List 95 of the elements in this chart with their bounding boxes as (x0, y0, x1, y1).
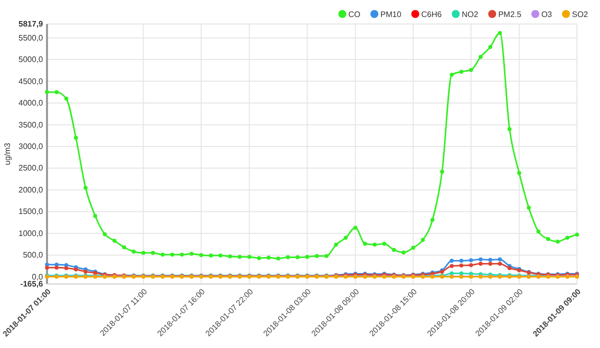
point (526, 206, 531, 210)
y-tick-label: 3000,0 (18, 142, 44, 152)
point (508, 266, 512, 270)
point (498, 262, 502, 266)
point (402, 250, 406, 254)
point (488, 262, 492, 266)
y-tick-label: 5000,0 (18, 55, 44, 64)
point (74, 136, 78, 140)
point (469, 68, 473, 72)
y-axis-title: ug/m3 (3, 142, 12, 166)
point (498, 31, 502, 36)
point (459, 258, 464, 263)
point (469, 263, 473, 268)
point (517, 170, 522, 175)
point (132, 250, 136, 254)
point (141, 250, 146, 255)
point (478, 54, 483, 59)
point (478, 262, 483, 266)
point (228, 254, 232, 258)
point (45, 90, 49, 94)
y-tick-label: 5817,9 (18, 20, 44, 29)
point (411, 246, 416, 250)
point (440, 170, 444, 174)
point (247, 254, 252, 259)
point (314, 254, 319, 258)
point (160, 252, 165, 257)
legend-label: PM10 (380, 10, 402, 19)
y-tick-label: 2000,0 (18, 185, 44, 194)
point (54, 266, 59, 270)
point (64, 266, 68, 270)
point (180, 252, 184, 257)
point (122, 245, 126, 250)
point (565, 236, 570, 240)
point (112, 238, 116, 243)
y-tick-label: 0,0 (32, 272, 44, 282)
point (372, 242, 377, 247)
point (344, 236, 348, 240)
point (84, 270, 88, 274)
point (575, 232, 579, 237)
point (64, 96, 68, 101)
y-tick-label: 5500,0 (18, 33, 44, 42)
point (199, 253, 204, 258)
point (488, 44, 492, 49)
point (305, 254, 310, 259)
point (450, 72, 454, 77)
point (45, 266, 49, 270)
point (257, 256, 261, 260)
point (208, 254, 213, 258)
y-tick-label: 500,0 (22, 250, 44, 260)
point (478, 257, 483, 262)
legend-label: NO2 (462, 10, 479, 19)
point (508, 127, 512, 132)
legend-label: PM2.5 (498, 10, 522, 19)
legend-label: O3 (541, 10, 553, 19)
point (296, 255, 300, 260)
point (459, 70, 464, 74)
y-tick-label: -165,6 (20, 280, 44, 289)
legend-label: CO (348, 10, 360, 19)
point (450, 258, 454, 263)
point (556, 240, 560, 244)
point (363, 242, 367, 246)
point (382, 242, 386, 246)
point (190, 252, 194, 256)
y-tick-label: 3500,0 (18, 120, 44, 130)
point (324, 254, 328, 258)
point (276, 256, 280, 261)
point (151, 250, 155, 255)
point (430, 218, 434, 222)
point (93, 214, 98, 218)
point (546, 237, 550, 241)
point (334, 242, 338, 247)
point (84, 186, 88, 190)
point (102, 232, 107, 236)
legend-label: SO2 (572, 10, 589, 19)
point (469, 258, 473, 262)
y-tick-label: 4500,0 (18, 76, 44, 86)
y-tick-label: 2500,0 (18, 164, 44, 173)
point (286, 255, 290, 260)
point (488, 258, 492, 262)
y-tick-label: 1000,0 (18, 228, 44, 238)
point (392, 248, 396, 252)
legend-label: C6H6 (421, 10, 442, 19)
point (498, 257, 502, 262)
point (218, 254, 222, 258)
point (266, 256, 271, 260)
point (420, 238, 425, 242)
point (54, 90, 59, 94)
point (353, 226, 358, 230)
y-tick-label: 1500,0 (18, 207, 44, 216)
point (536, 230, 540, 234)
point (238, 254, 242, 259)
point (459, 264, 464, 268)
point (170, 252, 174, 257)
point (450, 264, 454, 268)
y-tick-label: 4000,0 (18, 98, 44, 108)
